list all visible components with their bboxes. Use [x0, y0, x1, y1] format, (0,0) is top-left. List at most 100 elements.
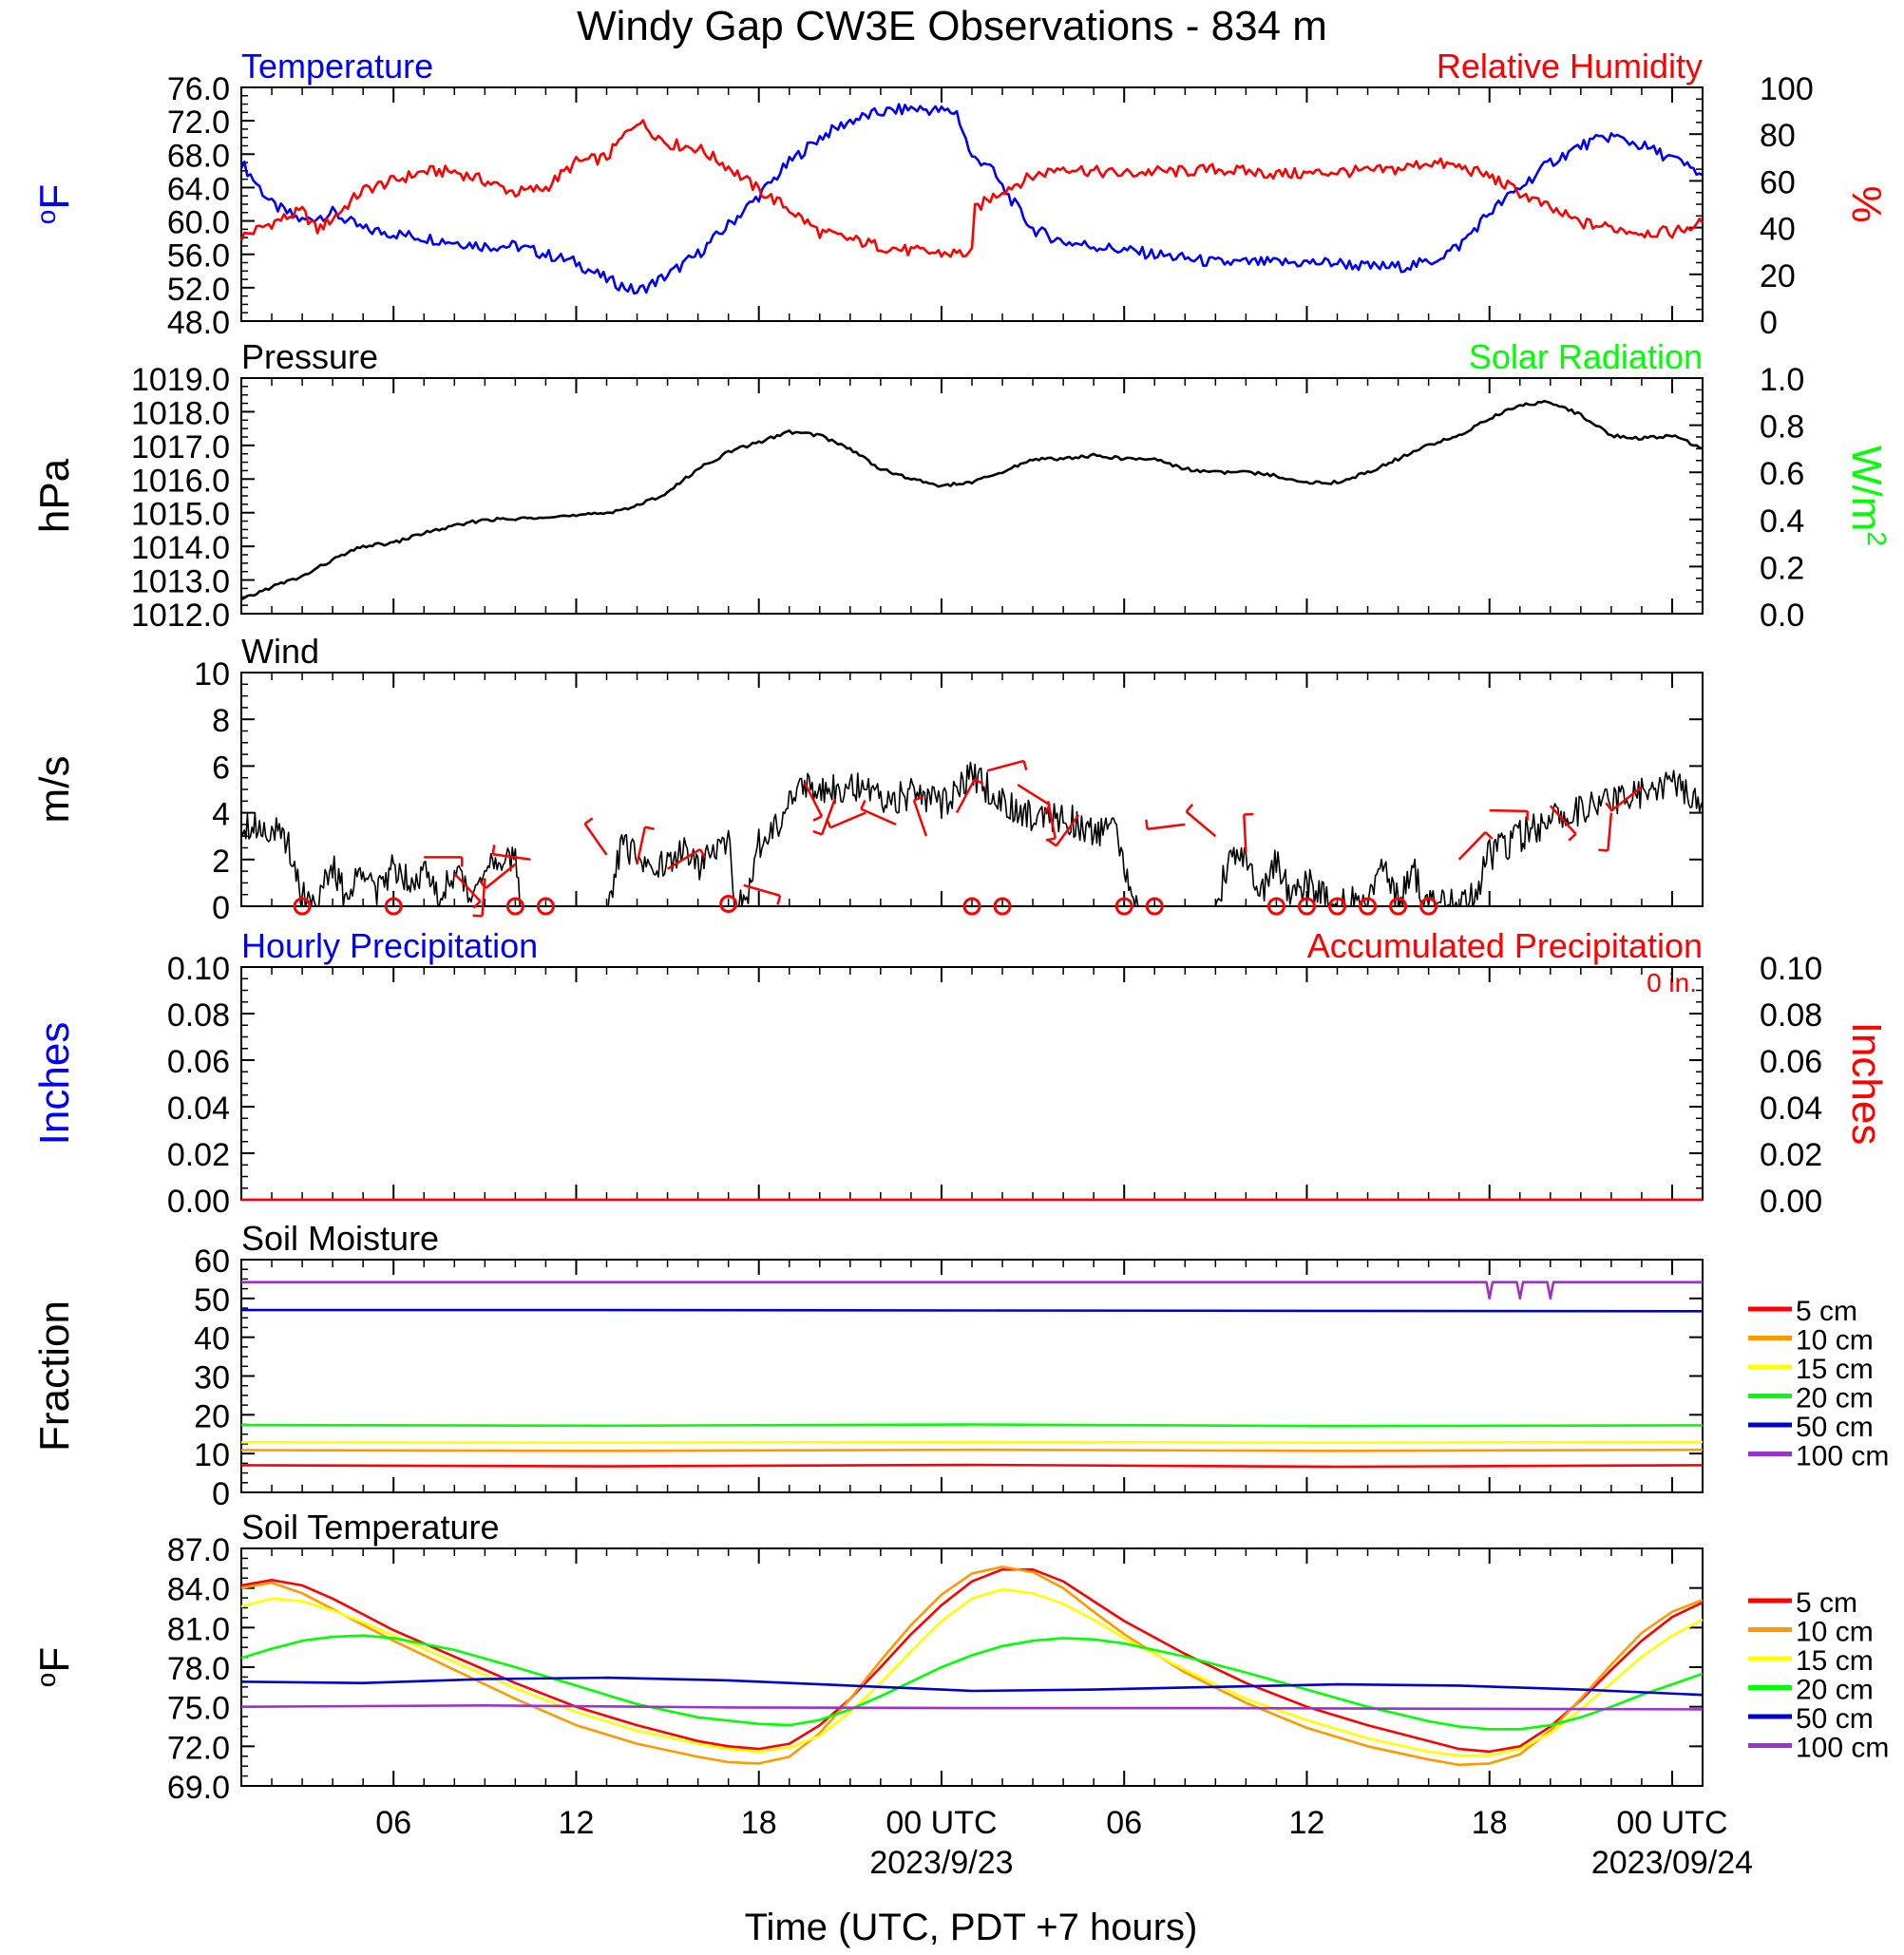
wind-wind-barb-flag [1605, 802, 1613, 811]
x-axis-label: Time (UTC, PDT +7 hours) [745, 1907, 1198, 1948]
wind-yticklabel-left: 0 [212, 890, 230, 926]
soil-moisture-yticklabel-left: 60 [194, 1243, 230, 1280]
soil-temperature-yticklabel-left: 87.0 [167, 1532, 230, 1568]
temperature-humidity-series-left [239, 103, 1704, 295]
wind-wind-barb [1607, 812, 1613, 851]
panel-pressure-solar: Pressure Solar Radiation hPa W/m2 1012.01013… [31, 337, 1892, 634]
precipitation-yticklabel-left: 0.08 [167, 997, 230, 1034]
soil-temperature-ylabel-degree: o [31, 1673, 61, 1688]
wind-wind-barb [492, 852, 531, 862]
wind-calm-marker [962, 897, 981, 916]
soil-moisture-yticklabel-left: 40 [194, 1321, 230, 1357]
soil-moisture-series-10-cm [240, 1448, 1704, 1452]
soil-moisture-left-title: Soil Moisture [241, 1219, 439, 1258]
wind-wind-barb [829, 811, 866, 829]
x-tick-label: 18 [1472, 1805, 1508, 1841]
pressure-solar-yticklabel-right: 0.8 [1760, 409, 1804, 446]
temperature-humidity-yticklabel-right: 20 [1760, 258, 1796, 294]
wind-calm-marker [1297, 897, 1316, 916]
temperature-humidity-series-right [239, 119, 1704, 258]
wind-yticklabel-left: 10 [194, 656, 230, 693]
x-date-label: 2023/09/24 [1591, 1845, 1753, 1881]
wind-yticklabel-left: 8 [212, 703, 230, 739]
soil-moisture-yticklabel-left: 20 [194, 1398, 230, 1434]
precipitation-right-ylabel: Inches [1843, 1022, 1890, 1146]
pressure-solar-yticklabel-left: 1016.0 [131, 463, 230, 499]
wind-wind-barb-flag [825, 818, 832, 828]
soil-temperature-series-15-cm [240, 1587, 1704, 1757]
precipitation-yticklabel-right: 0.06 [1760, 1044, 1822, 1080]
soil-moisture-yticklabel-left: 0 [212, 1476, 230, 1512]
soil-temperature-yticklabel-left: 81.0 [167, 1611, 230, 1647]
wind-calm-marker [293, 897, 312, 916]
pressure-solar-yticklabel-right: 1.0 [1760, 362, 1804, 398]
wind-wind-barb-flag [913, 795, 923, 802]
wind-wind-barb-flag [776, 895, 782, 905]
wind-calm-marker [1114, 897, 1133, 916]
figure-title: Windy Gap CW3E Observations - 834 m [577, 3, 1327, 49]
panel-temperature-humidity: Temperature Relative Humidity oF % 48.052.05… [31, 47, 1890, 341]
wind-wind-barb-flag [1244, 812, 1254, 816]
x-tick-label: 12 [1289, 1805, 1325, 1841]
wind-wind-barb-flag [472, 914, 483, 918]
soil-temperature-legend-label: 15 cm [1796, 1645, 1874, 1677]
pressure-solar-yticklabel-left: 1019.0 [131, 362, 230, 398]
wind-calm-marker [536, 897, 555, 916]
temperature-humidity-yticklabel-left: 64.0 [167, 171, 230, 207]
temperature-humidity-left-title: Temperature [241, 47, 433, 85]
soil-moisture-left-ylabel: Fraction [31, 1300, 78, 1452]
soil-moisture-yticklabel-left: 30 [194, 1360, 230, 1396]
pressure-solar-yticklabel-left: 1015.0 [131, 497, 230, 533]
wind-wind-barb-flag [1568, 833, 1577, 842]
wind-wind-barb [743, 883, 781, 898]
wind-calm-marker [1328, 897, 1346, 916]
soil-temperature-legend-label: 20 cm [1796, 1675, 1874, 1706]
x-tick-label: 00 UTC [1616, 1805, 1727, 1841]
soil-moisture-yticklabel-left: 50 [194, 1282, 230, 1319]
precipitation-yticklabel-right: 0.04 [1760, 1091, 1822, 1127]
wind-wind-barb [1185, 810, 1217, 838]
wind-calm-marker [1145, 897, 1164, 916]
precipitation-yticklabel-left: 0.02 [167, 1137, 230, 1173]
soil-moisture-legend-label: 5 cm [1796, 1296, 1857, 1327]
wind-wind-barb-flag [1045, 837, 1056, 842]
wind-wind-barb [1055, 814, 1080, 847]
soil-temperature-yticklabel-left: 78.0 [167, 1651, 230, 1687]
wind-wind-barb-flag [1047, 839, 1057, 847]
wind-wind-barb-flag [1598, 848, 1609, 852]
pressure-solar-yticklabel-right: 0.0 [1760, 598, 1804, 634]
wind-yticklabel-left: 4 [212, 797, 230, 833]
temperature-humidity-yticklabel-right: 40 [1760, 212, 1796, 248]
soil-moisture-legend-label: 50 cm [1796, 1412, 1874, 1443]
soil-temperature-series-50-cm [240, 1676, 1704, 1697]
temperature-humidity-right-title: Relative Humidity [1437, 47, 1703, 85]
wind-wind-barb-flag [812, 815, 823, 822]
wind-wind-barb [955, 778, 976, 814]
wind-wind-barb-flag [1022, 760, 1028, 770]
panel-wind: Wind m/s 0 2 4 6 8 10 [31, 632, 1704, 926]
soil-moisture-legend-label: 10 cm [1796, 1325, 1874, 1357]
wind-wind-barb-flag [1185, 804, 1194, 813]
x-tick-label: 12 [559, 1805, 595, 1841]
precipitation-yticklabel-left: 0.04 [167, 1091, 230, 1127]
soil-temperature-left-ylabel: oF [31, 1647, 78, 1687]
precipitation-left-ylabel: Inches [31, 1022, 78, 1146]
wind-wind-barb [485, 863, 517, 889]
pressure-solar-yticklabel-left: 1018.0 [131, 395, 230, 431]
wind-wind-barb [1147, 823, 1186, 831]
wind-wind-barb [1017, 784, 1051, 807]
wind-yticklabel-left: 6 [212, 750, 230, 786]
temperature-humidity-yticklabel-left: 52.0 [167, 272, 230, 308]
temperature-humidity-yticklabel-left: 76.0 [167, 71, 230, 107]
soil-moisture-series-100-cm [241, 1281, 1703, 1300]
x-tick-label: 06 [375, 1805, 411, 1841]
temperature-humidity-yticklabel-left: 48.0 [167, 305, 230, 341]
wind-left-title: Wind [241, 632, 319, 671]
wind-wind-barb-flag [860, 799, 866, 810]
soil-moisture-series-15-cm [240, 1440, 1704, 1444]
wind-wind-barb-flag [1145, 819, 1149, 829]
panel-precipitation: Hourly Precipitation Accumulated Precipit… [31, 926, 1890, 1220]
pressure-solar-yticklabel-right: 0.6 [1760, 456, 1804, 492]
precipitation-yticklabel-left: 0.10 [167, 951, 230, 987]
